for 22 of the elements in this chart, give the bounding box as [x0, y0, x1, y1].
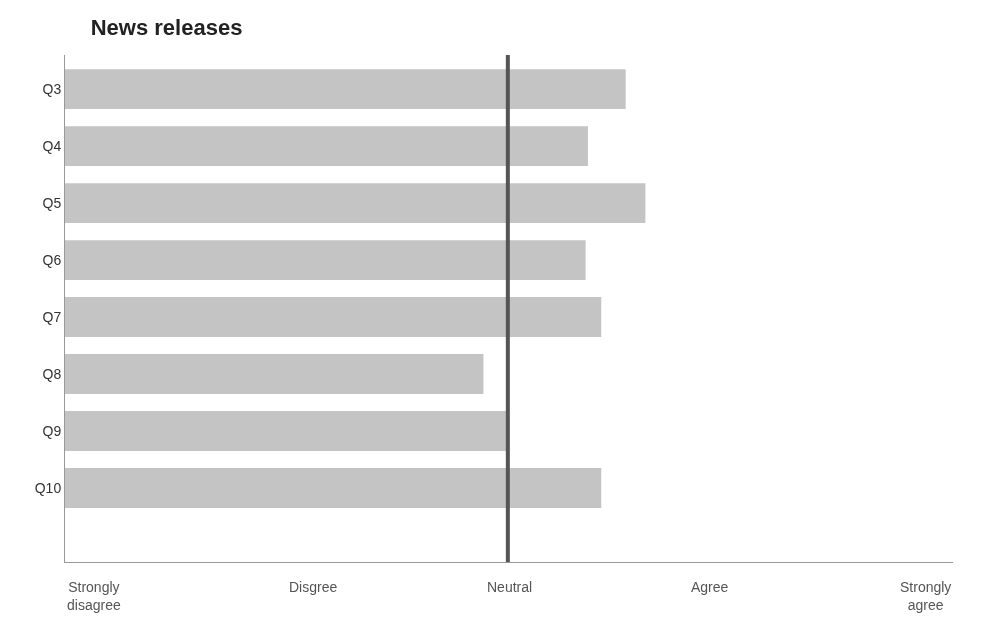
- text: Disgree: [289, 579, 338, 595]
- bar: [65, 468, 602, 508]
- y-tick-label: Q9: [42, 422, 62, 439]
- bar: [65, 69, 626, 110]
- y-tick-label: Q8: [42, 365, 62, 382]
- bar: [65, 183, 646, 224]
- y-tick-label: Q5: [42, 195, 62, 212]
- bar: [65, 411, 508, 451]
- text: Strongly disagree: [67, 579, 121, 614]
- bar: [65, 240, 586, 281]
- y-tick-label: Q4: [42, 138, 62, 155]
- bar: [65, 354, 484, 394]
- y-tick-label: Q10: [34, 479, 62, 496]
- y-tick-label: Q3: [42, 81, 62, 98]
- bar: [65, 297, 602, 337]
- text: Agree: [691, 579, 729, 595]
- text: Neutral: [487, 579, 533, 595]
- chart-title: News releases: [90, 14, 243, 40]
- y-tick-label: Q6: [42, 251, 62, 268]
- text: Strongly agree: [900, 579, 952, 614]
- y-tick-label: Q7: [42, 308, 62, 325]
- bar: [65, 126, 588, 167]
